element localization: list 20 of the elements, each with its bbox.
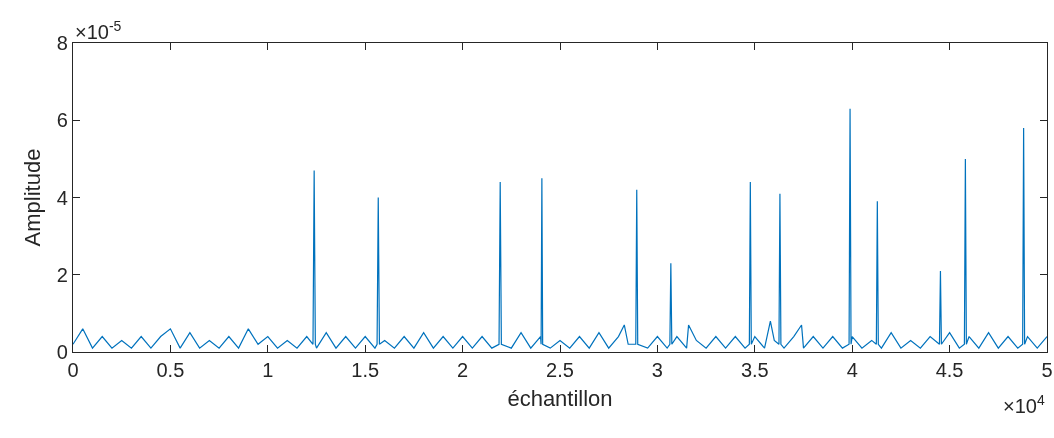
x-tick-label: 2 <box>457 359 469 382</box>
y-tick-label: 2 <box>56 263 68 286</box>
x-tick-label: 3.5 <box>740 359 769 382</box>
x-tick-label: 4 <box>846 359 858 382</box>
x-tick-label: 5 <box>1041 359 1053 382</box>
y-axis-title: Amplitude <box>19 148 45 247</box>
x-tick-label: 2.5 <box>546 359 574 382</box>
y-tick-label: 6 <box>56 109 68 132</box>
x-axis-title: échantillon <box>507 386 613 411</box>
x-tick-label: 3 <box>651 359 663 382</box>
y-tick-label: 4 <box>56 186 68 209</box>
x-tick-label: 0.5 <box>156 359 185 382</box>
x-tick-label: 4.5 <box>935 359 964 382</box>
y-tick-label: 8 <box>56 32 68 54</box>
x-tick-label: 1 <box>262 359 274 382</box>
text: ×10$^{4}$ <box>1003 392 1045 418</box>
line-series <box>73 108 1047 349</box>
x-tick-label: 1.5 <box>351 359 380 382</box>
y-tick-label: 0 <box>56 341 68 363</box>
annotation: ×10$^{-5}$ <box>75 18 122 44</box>
